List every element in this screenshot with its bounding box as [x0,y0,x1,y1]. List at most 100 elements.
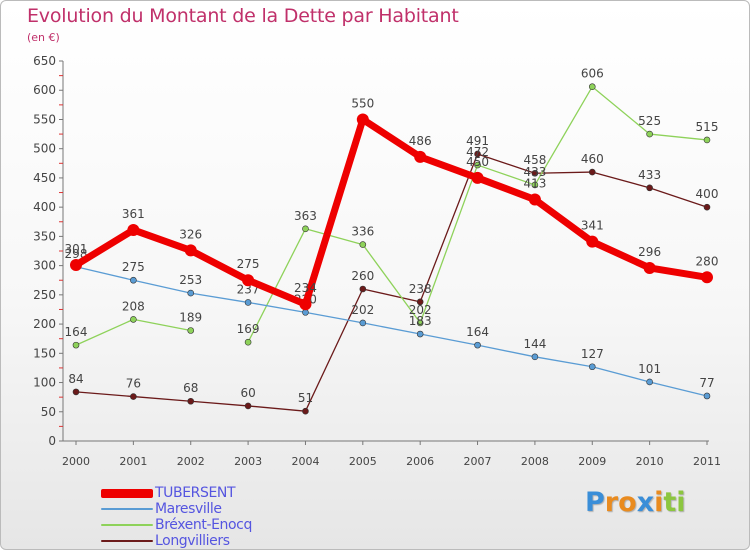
x-tick-label: 2007 [464,455,492,468]
data-label: 260 [351,269,374,283]
data-point [302,225,309,233]
data-label: 450 [466,155,489,169]
data-label: 525 [638,114,661,128]
data-point [187,289,195,297]
data-label: 458 [523,153,546,167]
logo-letter: P [585,487,605,518]
legend-item: Maresville [101,501,252,517]
data-point [646,378,653,386]
data-point [474,150,481,158]
data-point [416,330,424,338]
legend-label: Longvilliers [155,533,230,549]
series-line-segment [190,400,249,407]
series-br-xent-enocq: 164 208 189 169 363 336 202 472 433 606 525 515 [65,67,719,349]
y-tick-label: 650 [33,54,56,68]
data-label: 296 [638,245,661,259]
data-point [471,171,484,184]
y-tick-label: 200 [33,317,56,331]
series-line-segment [247,301,307,314]
data-label: 433 [638,168,661,182]
series-longvilliers: 84 76 68 60 51 260 238 491 458 460 433 400 [68,134,719,415]
y-tick-label: 150 [33,346,56,360]
series-line-segment [534,171,593,174]
y-tick-label: 450 [33,171,56,185]
data-point [356,113,369,126]
data-point [359,319,367,327]
series-line-segment [591,366,651,383]
series-line-segment [362,243,421,324]
x-tick-label: 2008 [521,455,549,468]
data-label: 550 [351,96,374,110]
series-line-segment [591,171,651,189]
data-point [531,353,539,361]
data-point [244,299,252,306]
x-tick-label: 2001 [119,455,147,468]
series-line-segment [648,133,708,141]
series-line-segment [362,288,421,303]
legend-swatch [101,488,153,498]
series-line-segment [534,356,593,368]
data-point [414,150,427,163]
data-point [416,298,424,306]
logo-letter: x [636,487,655,518]
data-point [244,338,252,346]
logo-letter: o [618,487,637,518]
y-tick-label: 300 [33,259,56,273]
x-tick-label: 2004 [291,455,319,468]
data-point [416,319,424,327]
legend-swatch [101,524,153,526]
series-line-segment [588,238,654,272]
data-point [302,407,309,415]
data-point [184,244,197,257]
legend-swatch [101,540,153,542]
series-line-segment [304,228,364,246]
series-line-segment [648,187,708,208]
data-point [703,203,711,211]
series-line-segment [304,288,364,412]
data-point [302,309,309,316]
data-label: 127 [581,347,604,361]
data-label: 51 [298,391,313,405]
y-tick-label: 600 [33,83,56,97]
data-label: 515 [696,120,719,134]
data-point [72,341,80,349]
series-line-segment [359,115,424,161]
y-tick-label: 50 [41,405,56,419]
data-point [244,402,252,410]
data-label: 275 [237,257,260,271]
series-line-segment [75,318,135,346]
series-line-segment [362,322,421,335]
data-point [359,241,367,248]
data-point [531,169,539,177]
series-line-segment [132,318,192,332]
data-point [72,388,80,396]
x-tick-label: 2011 [693,455,721,468]
data-label: 101 [638,362,661,376]
data-point [299,298,312,311]
x-tick-label: 2005 [349,455,377,468]
data-point [187,327,195,334]
series-line-segment [247,405,307,412]
data-label: 400 [696,187,719,201]
x-tick-label: 2006 [406,455,434,468]
y-tick-label: 350 [33,229,56,243]
data-point [586,235,599,248]
data-label: 189 [179,311,202,325]
series-line-segment [419,164,479,324]
data-point [359,285,367,293]
legend-swatch [101,508,153,510]
data-label: 606 [581,67,604,81]
logo-letter: i [676,487,686,518]
data-point [643,261,656,274]
series-line-segment [591,86,651,135]
series-line-segment [419,333,479,346]
data-point [703,136,711,144]
chart-unit: (en €) [27,31,60,44]
data-point [130,393,137,400]
data-label: 486 [409,134,432,148]
data-label: 491 [466,134,489,148]
proxiti-logo: Proxiti [585,487,686,518]
series-line-segment [132,395,192,402]
x-tick-label: 2000 [62,455,90,468]
